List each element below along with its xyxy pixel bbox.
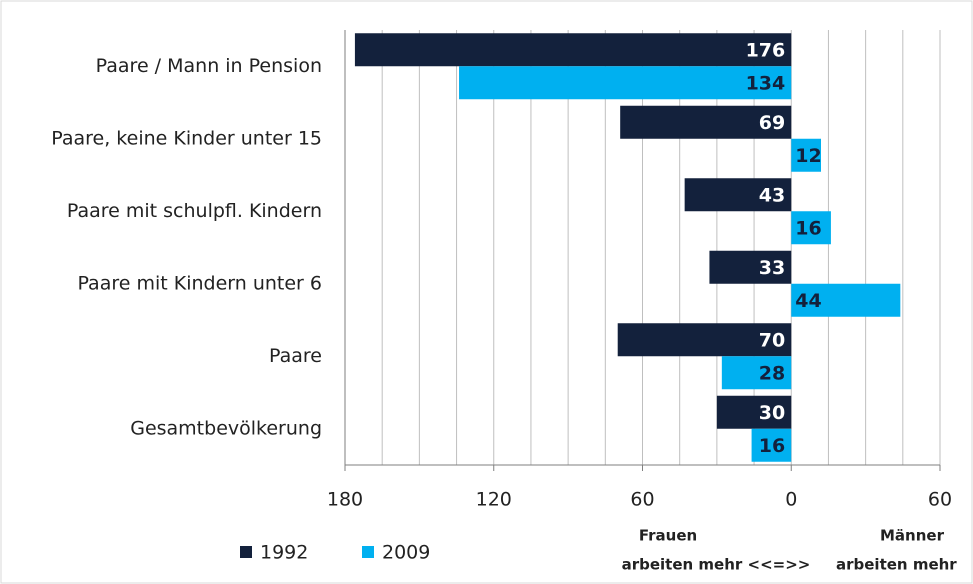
- annotation: arbeiten mehr: [836, 556, 957, 574]
- bar: [791, 283, 901, 317]
- bar: [459, 66, 792, 100]
- category-label: Paare, keine Kinder unter 15: [51, 127, 322, 149]
- annotation: Frauen: [639, 527, 697, 545]
- x-tick-label: 60: [630, 489, 654, 511]
- x-tick-label: 0: [785, 489, 797, 511]
- legend-swatch: [362, 546, 374, 558]
- bar: [751, 428, 792, 462]
- legend-label: 2009: [382, 542, 430, 564]
- category-label: Paare mit schulpfl. Kindern: [67, 200, 322, 222]
- value-label: 69: [759, 112, 785, 134]
- value-label: 176: [746, 39, 786, 61]
- category-label: Paare mit Kindern unter 6: [77, 272, 322, 294]
- x-tick-label: 120: [476, 489, 512, 511]
- value-label: 30: [759, 402, 785, 424]
- value-label: 33: [759, 257, 785, 279]
- legend-label: 1992: [260, 542, 308, 564]
- category-label: Paare / Mann in Pension: [96, 55, 322, 77]
- value-label: 28: [759, 362, 785, 384]
- bar: [620, 105, 792, 139]
- bar: [721, 356, 792, 390]
- bar: [709, 250, 792, 284]
- value-label: 44: [795, 290, 821, 312]
- x-tick-label: 180: [327, 489, 363, 511]
- bar: [791, 211, 831, 245]
- category-label: Paare: [269, 345, 322, 367]
- value-label: 12: [795, 145, 821, 167]
- x-tick-label: 60: [928, 489, 952, 511]
- legend-swatch: [240, 546, 252, 558]
- value-label: 43: [759, 184, 785, 206]
- category-label: Gesamtbevölkerung: [130, 417, 322, 439]
- value-label: 16: [759, 435, 785, 457]
- value-label: 70: [759, 329, 785, 351]
- bar: [617, 323, 792, 357]
- annotation: Männer: [880, 527, 945, 545]
- value-label: 16: [795, 217, 821, 239]
- bar: [354, 33, 792, 67]
- bar: [716, 395, 792, 429]
- bar: [791, 138, 821, 172]
- annotation: arbeiten mehr <<=>>: [622, 556, 811, 574]
- value-label: 134: [746, 72, 786, 94]
- bar: [684, 178, 792, 212]
